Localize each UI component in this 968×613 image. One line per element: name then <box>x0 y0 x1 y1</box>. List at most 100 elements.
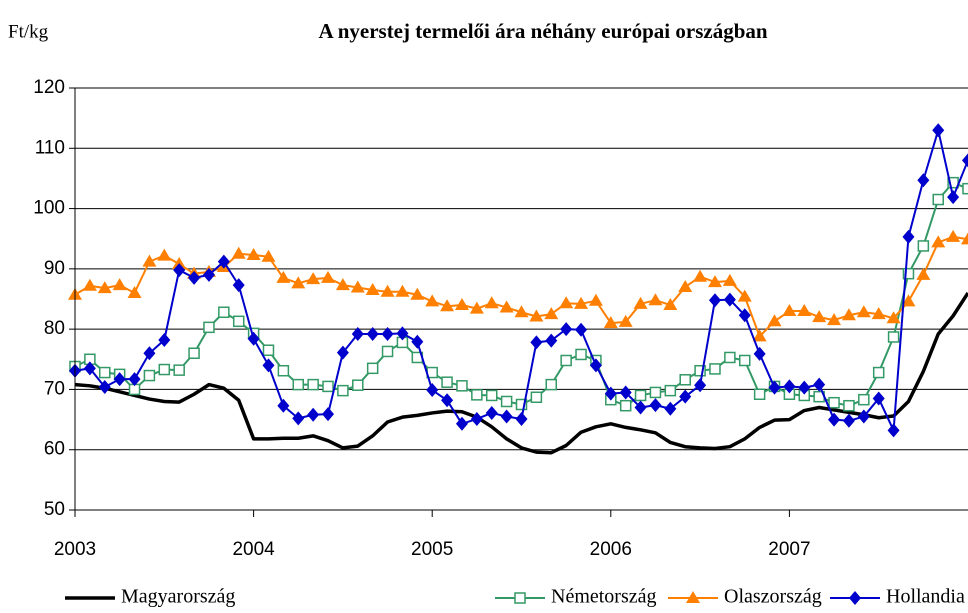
plot-area <box>68 123 968 455</box>
marker <box>767 314 782 327</box>
marker <box>544 307 559 320</box>
marker <box>932 123 945 138</box>
legend-label: Hollandia <box>886 586 965 608</box>
marker <box>962 153 968 168</box>
marker <box>857 409 870 424</box>
marker <box>575 348 587 361</box>
marker <box>217 254 230 269</box>
marker <box>589 358 602 373</box>
marker <box>262 358 275 373</box>
marker <box>232 278 245 293</box>
marker <box>841 308 856 321</box>
marker <box>307 407 320 422</box>
marker <box>485 405 498 420</box>
marker <box>292 378 304 391</box>
marker <box>112 278 127 291</box>
marker <box>783 379 796 394</box>
marker <box>649 398 662 413</box>
marker <box>709 363 721 375</box>
chart-title: A nyerstej termelői ára néhány európai o… <box>318 19 767 43</box>
legend-label: Németország <box>551 586 657 608</box>
marker <box>887 331 900 343</box>
marker <box>545 333 558 348</box>
marker <box>752 329 767 342</box>
marker <box>411 334 424 349</box>
marker <box>321 270 336 283</box>
marker <box>663 298 678 311</box>
y-tick-label: 90 <box>44 258 65 279</box>
marker <box>291 276 306 289</box>
marker <box>515 398 528 411</box>
marker <box>292 411 305 426</box>
marker <box>82 278 97 291</box>
marker <box>812 310 827 323</box>
marker <box>828 412 841 427</box>
y-tick-label: 110 <box>35 137 65 158</box>
x-tick-label: 2007 <box>768 539 810 560</box>
marker <box>381 345 394 358</box>
marker <box>218 306 230 319</box>
legend-label: Magyarország <box>121 586 235 608</box>
marker <box>916 267 931 280</box>
marker <box>514 305 529 318</box>
marker <box>560 354 572 367</box>
marker <box>545 378 558 391</box>
y-tick-label: 100 <box>33 198 65 219</box>
marker <box>440 299 455 312</box>
marker <box>262 344 275 356</box>
marker <box>247 331 260 346</box>
legend: Magyarország Németország Olaszország Hollan… <box>65 586 965 608</box>
marker <box>351 326 364 341</box>
marker <box>679 389 692 404</box>
marker <box>97 281 112 294</box>
marker <box>173 263 186 278</box>
marker <box>441 393 454 408</box>
marker <box>158 332 171 347</box>
marker <box>813 377 826 392</box>
marker <box>694 378 707 393</box>
marker <box>798 380 811 395</box>
marker <box>485 389 498 402</box>
marker <box>872 366 885 379</box>
marker <box>83 361 96 376</box>
y-tick-label: 120 <box>33 77 65 98</box>
marker <box>396 326 409 341</box>
y-tick-label: 70 <box>44 378 65 399</box>
x-tick-label: 2006 <box>590 539 632 560</box>
marker <box>738 308 751 323</box>
marker <box>842 413 855 428</box>
marker <box>961 232 968 245</box>
marker <box>664 401 677 416</box>
marker <box>113 372 126 387</box>
marker <box>648 293 663 306</box>
marker <box>634 400 647 415</box>
marker <box>559 296 574 309</box>
marker <box>98 380 111 395</box>
marker <box>694 364 706 377</box>
marker <box>231 246 246 259</box>
marker <box>887 423 900 438</box>
marker <box>514 592 526 604</box>
marker <box>395 284 410 297</box>
marker <box>618 314 633 327</box>
marker <box>441 376 453 388</box>
marker <box>679 374 691 386</box>
marker <box>322 407 335 422</box>
marker <box>410 287 425 300</box>
marker <box>277 364 290 377</box>
marker <box>678 279 693 292</box>
marker <box>529 309 544 322</box>
marker <box>470 411 483 426</box>
x-tick-label: 2005 <box>411 539 453 560</box>
marker <box>173 364 185 376</box>
marker <box>619 399 632 412</box>
marker <box>335 278 350 291</box>
marker <box>886 311 901 324</box>
marker <box>337 384 349 397</box>
marker <box>188 347 200 360</box>
marker <box>947 190 960 205</box>
marker <box>469 301 484 314</box>
marker <box>871 307 886 320</box>
y-axis-label: Ft/kg <box>8 21 49 42</box>
